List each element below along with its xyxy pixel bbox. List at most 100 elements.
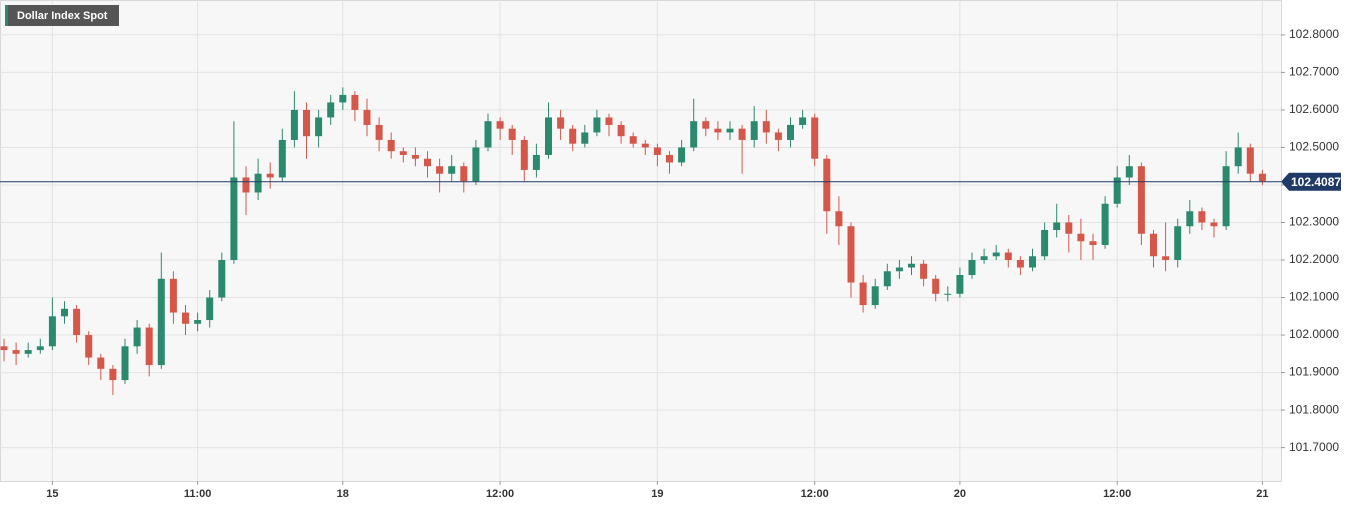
candle-body [157, 278, 165, 366]
candle-body [460, 166, 468, 182]
y-tick-label: 102.8000 [1289, 27, 1339, 41]
candle-body [653, 147, 661, 155]
candle-body [290, 109, 298, 140]
candle-body [920, 263, 928, 279]
x-tick-label: 19 [651, 488, 663, 500]
candle-body [1053, 222, 1061, 230]
candle-body [1029, 256, 1036, 268]
candle-body [762, 121, 770, 133]
candle-body [811, 117, 819, 159]
candle-body [351, 94, 359, 110]
y-tick-label: 102.3000 [1289, 215, 1339, 229]
candle-body [36, 346, 44, 351]
plot-area [0, 0, 1282, 482]
y-tick-label: 102.5000 [1289, 140, 1339, 154]
y-tick-label: 101.7000 [1289, 440, 1339, 454]
candle-body [73, 308, 81, 336]
candle-body [1258, 173, 1266, 182]
candle-body [581, 132, 589, 144]
candle-body [411, 154, 419, 159]
candle-body [1186, 211, 1194, 227]
candle-body [980, 256, 988, 261]
candle-body [787, 124, 794, 140]
candle-body [484, 121, 492, 148]
candle-body [121, 346, 129, 381]
candle-body [666, 154, 673, 163]
candle-body [678, 147, 686, 163]
candle-body [883, 271, 891, 287]
title-accent [5, 5, 8, 26]
candle-body [1150, 233, 1157, 257]
candle-body [641, 143, 649, 148]
candle-body [1162, 256, 1170, 261]
candle-body [520, 139, 528, 170]
candle-body [1089, 241, 1097, 246]
candle-body [218, 260, 226, 298]
candle-body [823, 158, 831, 212]
y-tick-label: 102.6000 [1289, 102, 1339, 116]
current-price-tag [1281, 172, 1341, 191]
candle-body [278, 139, 286, 178]
candle-body [726, 128, 734, 133]
candle-body [859, 282, 867, 306]
candle-body [339, 94, 347, 103]
candle-body [327, 102, 335, 118]
candle-body [569, 128, 577, 144]
candle-body [774, 132, 782, 140]
candle-body [266, 173, 274, 178]
candle-body [629, 136, 637, 144]
candle-body [605, 117, 613, 125]
candle-body [109, 368, 117, 381]
candle-body [1065, 222, 1073, 234]
candle-body [315, 117, 323, 137]
x-tick-label: 21 [1256, 488, 1268, 500]
candle-body [363, 109, 371, 125]
y-tick-label: 102.0000 [1289, 327, 1339, 341]
x-tick-label: 11:00 [184, 488, 212, 500]
x-tick-label: 18 [337, 488, 349, 500]
candle-body [1113, 177, 1121, 204]
candle-body [496, 121, 504, 129]
candle-body [750, 121, 758, 140]
candle-body [24, 350, 32, 354]
x-tick-label: 12:00 [486, 488, 514, 500]
candle-body [387, 139, 395, 152]
candle-body [835, 211, 843, 227]
candle-body [690, 121, 698, 148]
candle-body [12, 350, 20, 354]
candle-body [448, 166, 456, 174]
x-tick-label: 12:00 [801, 488, 829, 500]
candle-body [303, 109, 310, 137]
y-tick-label: 102.2000 [1289, 252, 1339, 266]
candle-body [557, 117, 565, 129]
candle-body [97, 357, 105, 369]
title-box [5, 5, 119, 26]
candle-body [424, 158, 431, 167]
candle-body [871, 286, 879, 306]
candle-body [230, 177, 238, 261]
candle-body [799, 117, 807, 125]
candle-body [956, 275, 964, 294]
candle-body [242, 177, 250, 193]
y-tick-label: 101.9000 [1289, 365, 1339, 379]
candle-body [895, 267, 903, 272]
chart-title: Dollar Index Spot [17, 10, 108, 22]
candle-body [1234, 147, 1242, 167]
candle-body [1246, 147, 1254, 174]
candle-body [1125, 166, 1133, 178]
candle-body [1077, 233, 1085, 242]
candle-body [399, 151, 407, 155]
candles [0, 87, 1266, 396]
candle-body [508, 128, 516, 140]
candle-body [532, 154, 540, 170]
candle-body [908, 263, 915, 268]
y-tick-label: 101.8000 [1289, 402, 1339, 416]
y-tick-label: 102.7000 [1289, 65, 1339, 79]
candle-body [1101, 203, 1109, 246]
candle-body [375, 124, 383, 140]
candle-body [194, 320, 202, 324]
candle-body [206, 297, 214, 321]
candle-body [436, 166, 444, 174]
